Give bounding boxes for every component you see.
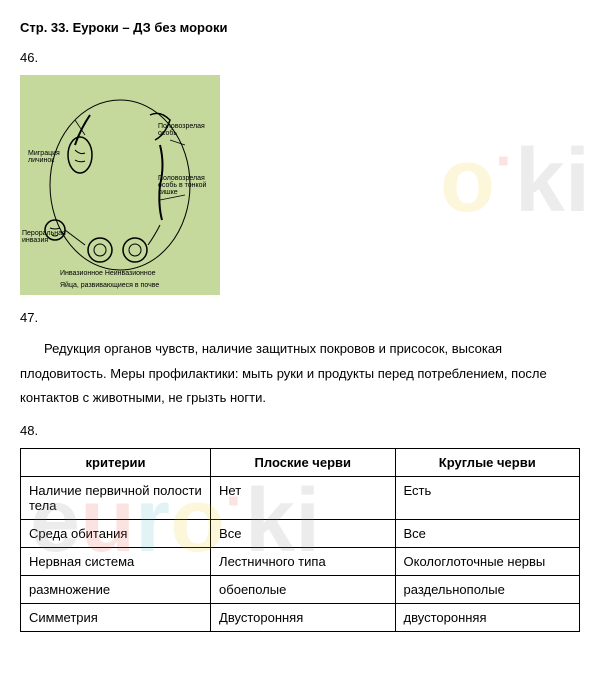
wm-k: k	[515, 131, 565, 231]
cell: раздельнополые	[395, 576, 579, 604]
diagram-label-4: Пероральная инвазия	[22, 230, 67, 244]
table-row: Наличие первичной полости тела Нет Есть	[21, 477, 580, 520]
th-criteria: критерии	[21, 449, 211, 477]
cell: Нервная система	[21, 548, 211, 576]
wm-i: i	[565, 131, 590, 231]
cell: Симметрия	[21, 604, 211, 632]
comparison-table: критерии Плоские черви Круглые черви Нал…	[20, 448, 580, 632]
table-header-row: критерии Плоские черви Круглые черви	[21, 449, 580, 477]
page-header: Стр. 33. Еуроки – ДЗ без мороки	[20, 20, 580, 35]
cell: Среда обитания	[21, 520, 211, 548]
diagram-label-3: Половозрелая особь в тонкой кишке	[158, 175, 218, 196]
th-flatworms: Плоские черви	[211, 449, 395, 477]
cell: размножение	[21, 576, 211, 604]
diagram-label-5: Инвазионное Неинвазионное	[60, 270, 180, 277]
cell: Окологлоточные нервы	[395, 548, 579, 576]
diagram-label-1: Половозрелая особь	[158, 123, 218, 137]
table-row: размножение обоеполые раздельнополые	[21, 576, 580, 604]
table-row: Симметрия Двусторонняя двусторонняя	[21, 604, 580, 632]
cell: Двусторонняя	[211, 604, 395, 632]
diagram-label-6: Яйца, развивающиеся в почве	[60, 282, 200, 289]
cell: Лестничного типа	[211, 548, 395, 576]
cell: Все	[395, 520, 579, 548]
wm-dot: ·	[495, 126, 515, 195]
cell: обоеполые	[211, 576, 395, 604]
cell: Нет	[211, 477, 395, 520]
th-roundworms: Круглые черви	[395, 449, 579, 477]
problem-47-text: Редукция органов чувств, наличие защитны…	[20, 337, 580, 411]
problem-47-number: 47.	[20, 310, 580, 325]
table-row: Среда обитания Все Все	[21, 520, 580, 548]
problem-48-number: 48.	[20, 423, 580, 438]
cell: Все	[211, 520, 395, 548]
cell: Есть	[395, 477, 579, 520]
cell: двусторонняя	[395, 604, 579, 632]
watermark-logo: o·ki	[440, 130, 590, 233]
cell: Наличие первичной полости тела	[21, 477, 211, 520]
biology-diagram: Половозрелая особь Миграция личинок Поло…	[20, 75, 220, 295]
problem-46-number: 46.	[20, 50, 580, 65]
wm-o: o	[440, 131, 495, 231]
diagram-label-2: Миграция личинок	[28, 150, 68, 164]
table-row: Нервная система Лестничного типа Окологл…	[21, 548, 580, 576]
